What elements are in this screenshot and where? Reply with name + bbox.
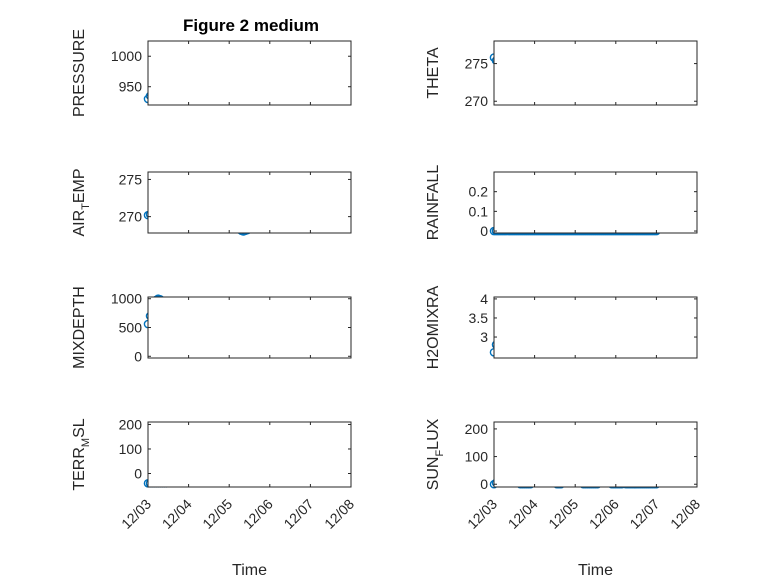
axes-frame-theta bbox=[493, 40, 698, 106]
subplot-mixdepth: 0 500 1000 MIXDEPTH bbox=[71, 286, 352, 369]
y-tick-label: 200 bbox=[119, 416, 143, 432]
y-tick-label: 0 bbox=[134, 348, 142, 364]
y-tick-label: 3.5 bbox=[469, 310, 489, 326]
subplot-air_temp: 270 275 AIRTEMP bbox=[71, 168, 352, 237]
y-axis-label-main: THETA bbox=[425, 47, 442, 99]
y-tick-label: 950 bbox=[119, 79, 143, 95]
y-tick-label: 0.2 bbox=[469, 184, 489, 200]
y-axis-label-main: SUN bbox=[425, 457, 442, 491]
y-axis-label-suffix: LUX bbox=[425, 418, 442, 449]
subplot-theta: 270 275 THETA bbox=[425, 40, 698, 109]
y-tick-label: 270 bbox=[465, 93, 489, 109]
axes-frame-terr_msl bbox=[147, 421, 352, 488]
y-axis-label-subscript: F bbox=[434, 450, 446, 457]
y-axis-label: RAINFALL bbox=[425, 165, 442, 241]
y-tick-label: 1000 bbox=[111, 48, 142, 64]
y-tick-label: 0 bbox=[480, 476, 488, 492]
y-axis-label-main: MIXDEPTH bbox=[71, 286, 88, 369]
y-axis-label-subscript: T bbox=[80, 203, 92, 210]
y-axis-label: MIXDEPTH bbox=[71, 286, 88, 369]
y-tick-label: 0 bbox=[134, 466, 142, 482]
y-axis-label-suffix: EMP bbox=[71, 168, 88, 203]
y-axis-label: PRESSURE bbox=[71, 29, 88, 117]
y-tick-label: 0.1 bbox=[469, 203, 489, 219]
y-tick-label: 100 bbox=[119, 441, 143, 457]
y-axis-label: H2OMIXRA bbox=[425, 285, 442, 369]
subplot-h2omixra: 3 3.5 4 H2OMIXRA bbox=[425, 285, 698, 369]
y-tick-label: 275 bbox=[465, 56, 489, 72]
x-axis-label: Time bbox=[578, 562, 613, 579]
y-axis-label: AIRTEMP bbox=[71, 168, 92, 236]
axes-frame-mixdepth bbox=[147, 296, 352, 359]
y-axis-label-main: H2OMIXRA bbox=[425, 285, 442, 369]
subplot-pressure: 950 1000 PRESSURE bbox=[71, 29, 352, 117]
y-tick-label: 100 bbox=[465, 449, 489, 465]
y-axis-label-main: TERR bbox=[71, 447, 88, 491]
axes-frame-air_temp bbox=[147, 171, 352, 234]
y-axis-label: TERRMSL bbox=[71, 418, 92, 490]
axes-frame-rainfall bbox=[493, 171, 698, 234]
y-tick-label: 500 bbox=[119, 320, 143, 336]
y-tick-label: 0 bbox=[480, 223, 488, 239]
y-axis-label-main: RAINFALL bbox=[425, 165, 442, 241]
axes-frame-sun_flux bbox=[493, 421, 698, 488]
axes-frame-pressure bbox=[147, 40, 352, 106]
y-tick-label: 275 bbox=[119, 171, 143, 187]
subplot-rainfall: 0 0.1 0.2 RAINFALL bbox=[425, 165, 698, 241]
x-axis-label: Time bbox=[232, 562, 267, 579]
y-tick-label: 270 bbox=[119, 209, 143, 225]
axes-frame-h2omixra bbox=[493, 296, 698, 359]
y-tick-label: 200 bbox=[465, 421, 489, 437]
y-tick-label: 3 bbox=[480, 329, 488, 345]
y-axis-label-subscript: M bbox=[80, 438, 92, 447]
y-axis-label: THETA bbox=[425, 47, 442, 99]
y-axis-label-main: PRESSURE bbox=[71, 29, 88, 117]
y-axis-label-suffix: SL bbox=[71, 418, 88, 438]
figure-title: Figure 2 medium bbox=[183, 16, 319, 35]
y-tick-label: 1000 bbox=[111, 291, 142, 307]
y-tick-label: 4 bbox=[480, 291, 488, 307]
y-axis-label-main: AIR bbox=[71, 210, 88, 237]
y-axis-label: SUNFLUX bbox=[425, 418, 446, 490]
